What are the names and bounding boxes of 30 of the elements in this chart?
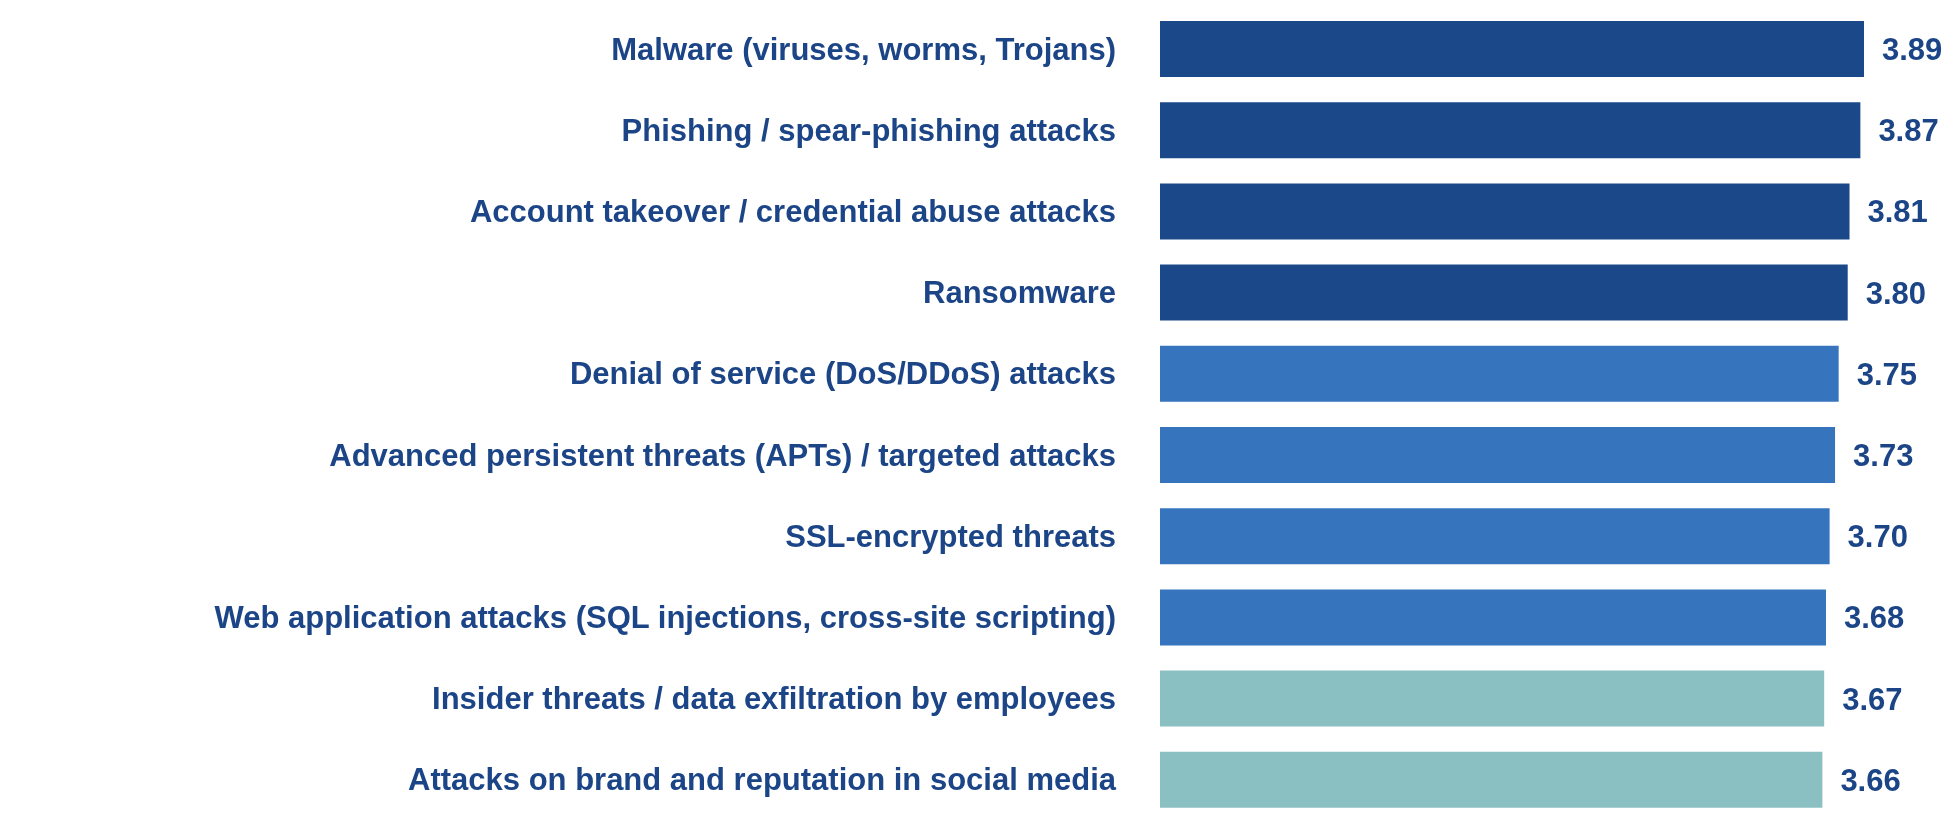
data-label: 3.67 <box>1842 681 1903 717</box>
y-tick-label: Phishing / spear-phishing attacks <box>621 112 1116 148</box>
y-tick-label: Web application attacks (SQL injections, cross-site scripting) <box>214 600 1116 635</box>
bar <box>1160 183 1850 240</box>
data-label: 3.89 <box>1882 32 1943 68</box>
data-label: 3.66 <box>1840 762 1901 798</box>
bar <box>1160 264 1848 321</box>
data-label: 3.80 <box>1865 275 1927 311</box>
bar <box>1160 589 1826 646</box>
bar <box>1160 508 1830 565</box>
data-label: 3.70 <box>1847 519 1908 555</box>
y-tick-label: SSL-encrypted threats <box>785 518 1116 554</box>
bar <box>1160 21 1864 77</box>
y-tick-label: Ransomware <box>923 275 1116 311</box>
y-tick-label: Denial of service (DoS/DDoS) attacks <box>569 356 1116 392</box>
y-tick-label: Advanced persistent threats (APTs) / targeted attacks <box>329 437 1116 473</box>
data-label: 3.87 <box>1878 113 1939 149</box>
y-tick-label: Account takeover / credential abuse attacks <box>469 194 1116 229</box>
bar <box>1160 102 1861 159</box>
y-tick-label: Insider threats / data exfiltration by employees <box>432 681 1116 717</box>
data-label: 3.75 <box>1856 356 1918 392</box>
y-tick-label: Malware (viruses, worms, Trojans) <box>611 31 1116 67</box>
bar <box>1160 670 1825 727</box>
data-label: 3.81 <box>1867 194 1928 230</box>
data-label: 3.68 <box>1843 600 1905 636</box>
bar <box>1160 427 1836 483</box>
data-label: 3.73 <box>1853 438 1914 474</box>
bar <box>1160 345 1839 402</box>
bar <box>1160 751 1823 808</box>
y-tick-label: Attacks on brand and reputation in social media <box>408 762 1117 798</box>
